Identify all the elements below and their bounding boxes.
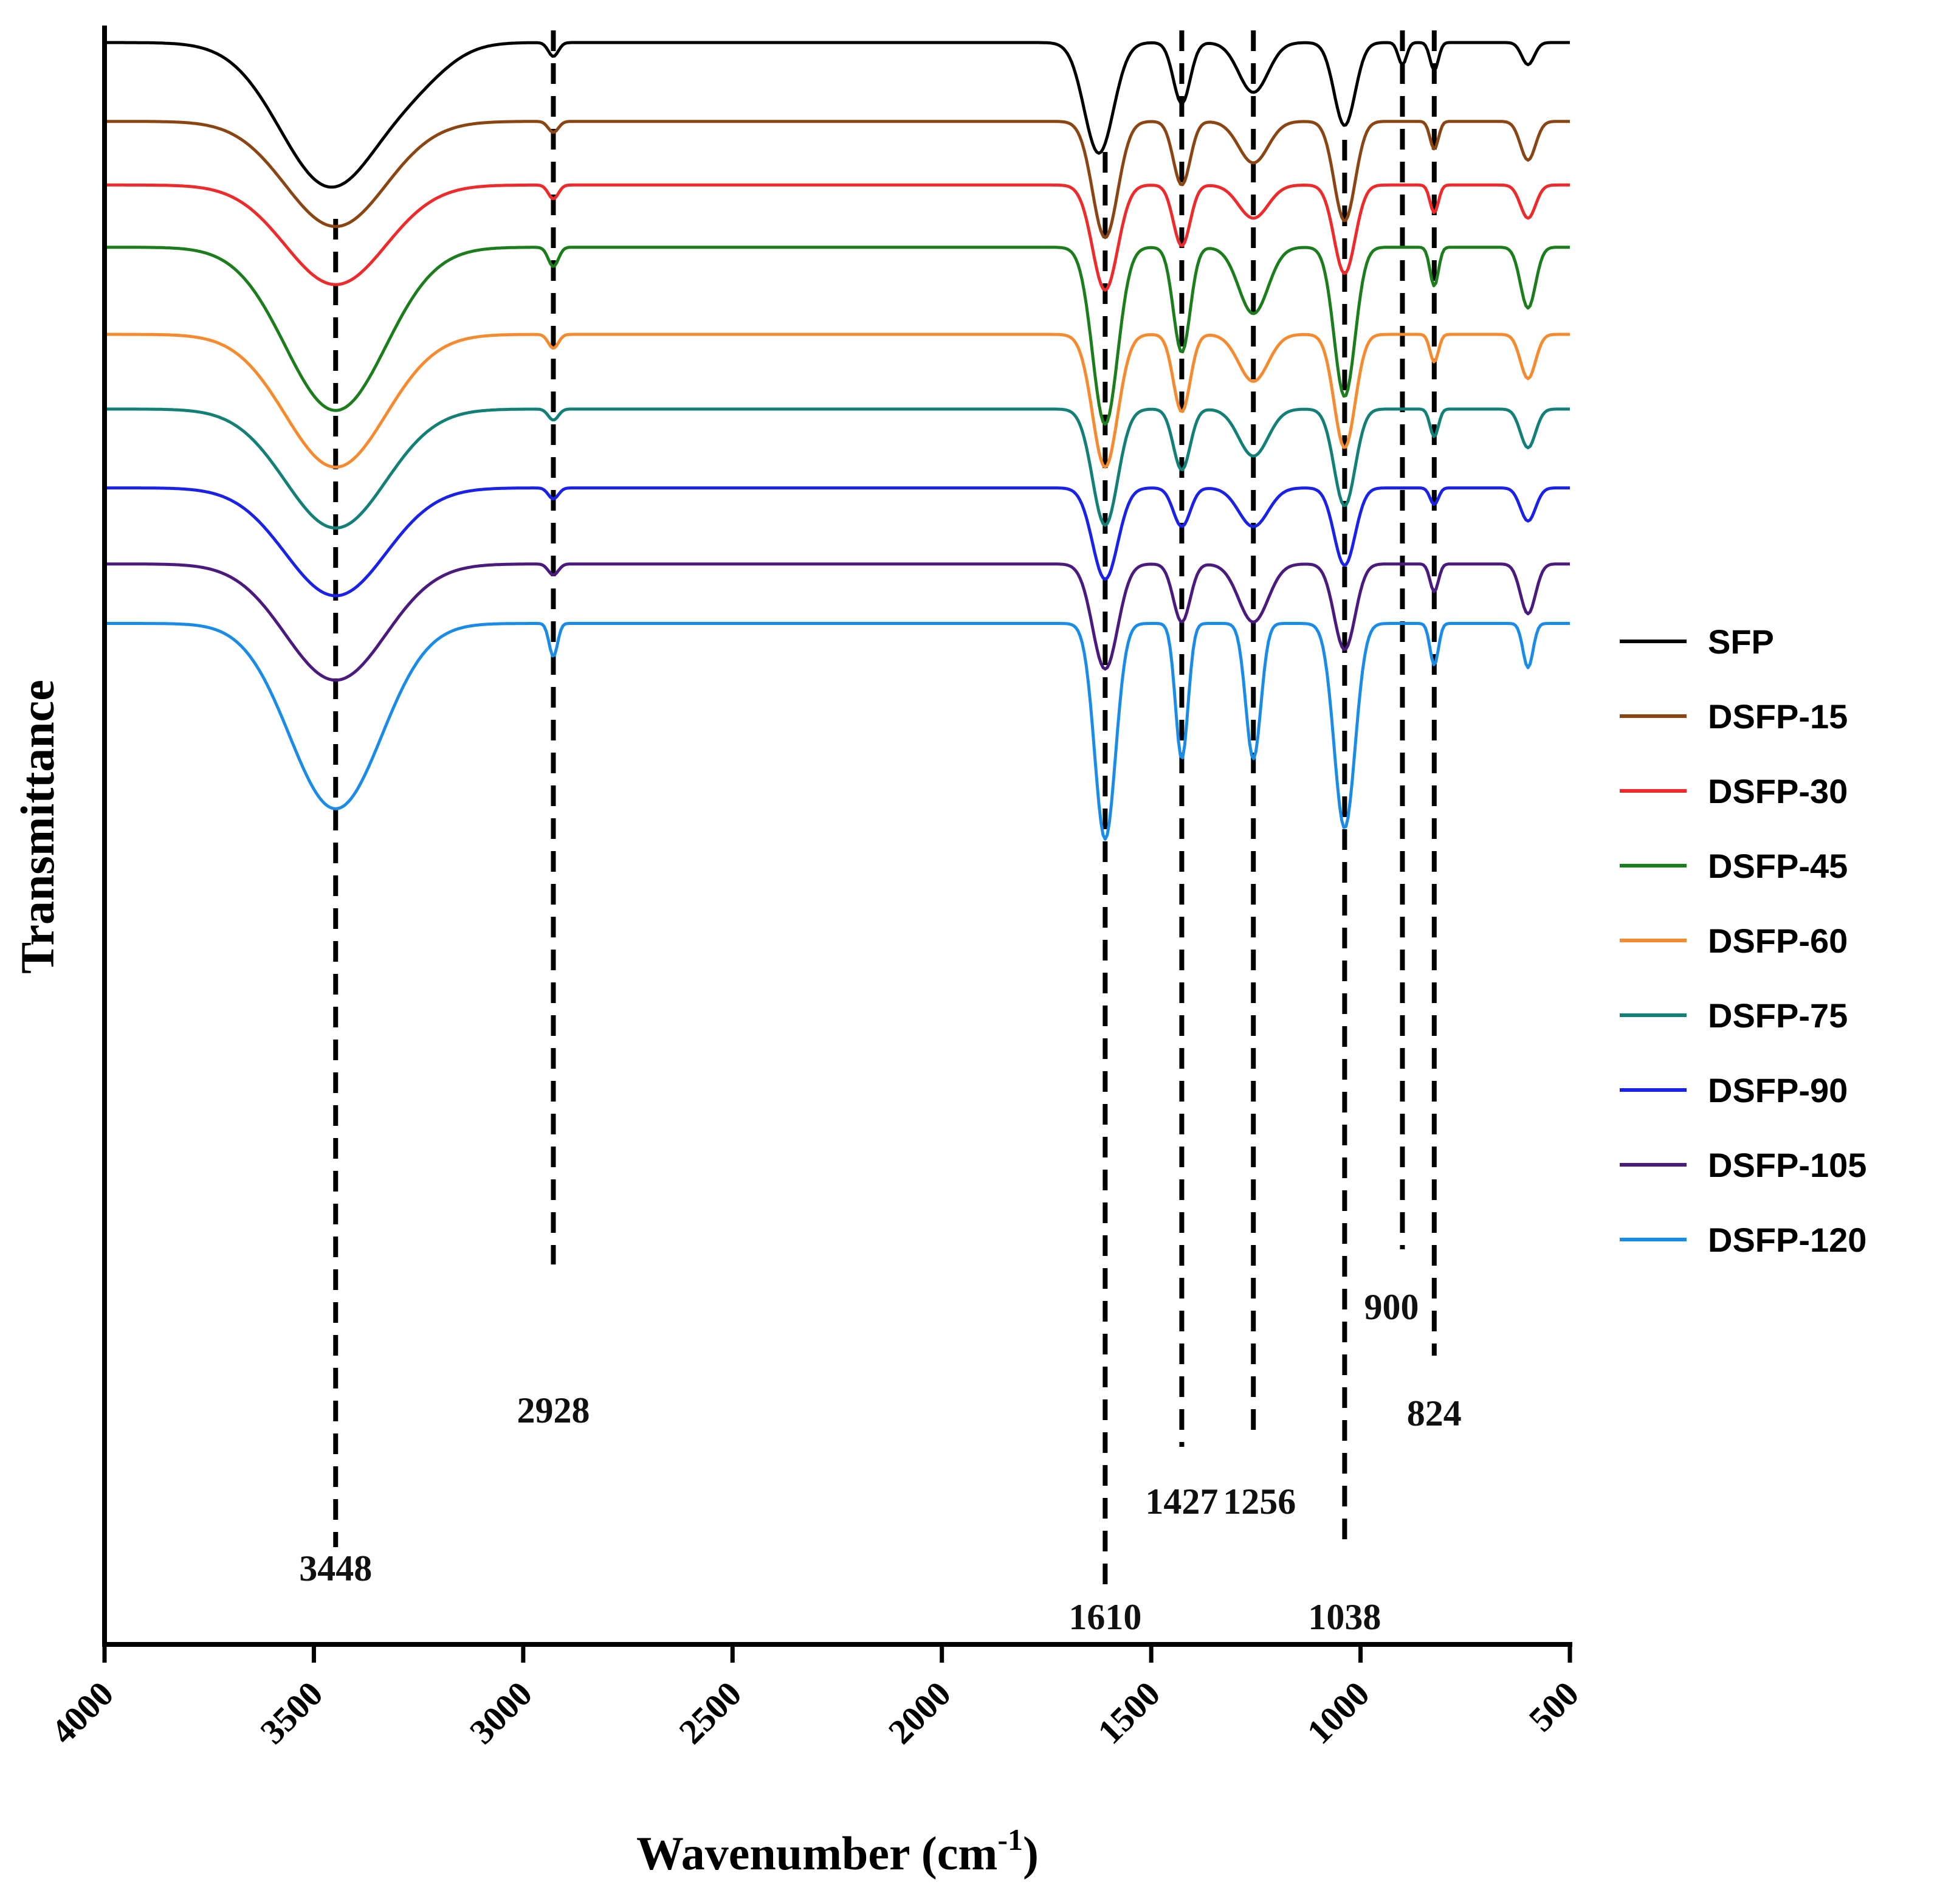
peak-guide-lines bbox=[333, 30, 1437, 1587]
spectra-series bbox=[105, 41, 1570, 841]
peak-label-1427: 1427 bbox=[1145, 1481, 1218, 1522]
spectrum-dsfp-105 bbox=[105, 562, 1570, 682]
legend-label: DSFP-45 bbox=[1708, 847, 1848, 885]
peak-label-2928: 2928 bbox=[517, 1390, 590, 1430]
spectrum-dsfp-60 bbox=[105, 333, 1570, 469]
peak-label-1038: 1038 bbox=[1308, 1597, 1381, 1637]
legend-label: SFP bbox=[1708, 623, 1774, 661]
spectrum-dsfp-90 bbox=[105, 486, 1570, 598]
peak-label-1256: 1256 bbox=[1223, 1481, 1296, 1522]
legend-label: DSFP-15 bbox=[1708, 697, 1848, 736]
legend-label: DSFP-75 bbox=[1708, 996, 1848, 1035]
legend-label: DSFP-90 bbox=[1708, 1071, 1848, 1109]
legend-label: DSFP-120 bbox=[1708, 1221, 1866, 1259]
spectrum-dsfp-120 bbox=[105, 622, 1570, 841]
spectrum-dsfp-15 bbox=[105, 120, 1570, 240]
spectrum-sfp bbox=[105, 41, 1570, 189]
legend-label: DSFP-60 bbox=[1708, 922, 1848, 960]
x-axis-title: Wavenumber (cm-1) bbox=[636, 1823, 1039, 1880]
y-axis-title: Transmittance bbox=[11, 680, 64, 974]
legend-label: DSFP-30 bbox=[1708, 772, 1848, 810]
spectrum-dsfp-45 bbox=[105, 246, 1570, 426]
peak-label-3448: 3448 bbox=[299, 1548, 372, 1588]
spectrum-dsfp-75 bbox=[105, 407, 1570, 529]
peak-annotations: 3448 2928 1610 1427 1256 1038 900 824 bbox=[299, 1287, 1462, 1637]
peak-label-824: 824 bbox=[1407, 1393, 1462, 1433]
spectrum-dsfp-30 bbox=[105, 183, 1570, 292]
peak-label-1610: 1610 bbox=[1068, 1597, 1141, 1637]
peak-label-900: 900 bbox=[1364, 1287, 1419, 1327]
legend-label: DSFP-105 bbox=[1708, 1146, 1866, 1184]
legend: SFP DSFP-15 DSFP-30 DSFP-45 DSFP-60 DSFP-75 DS… bbox=[1620, 623, 1866, 1259]
